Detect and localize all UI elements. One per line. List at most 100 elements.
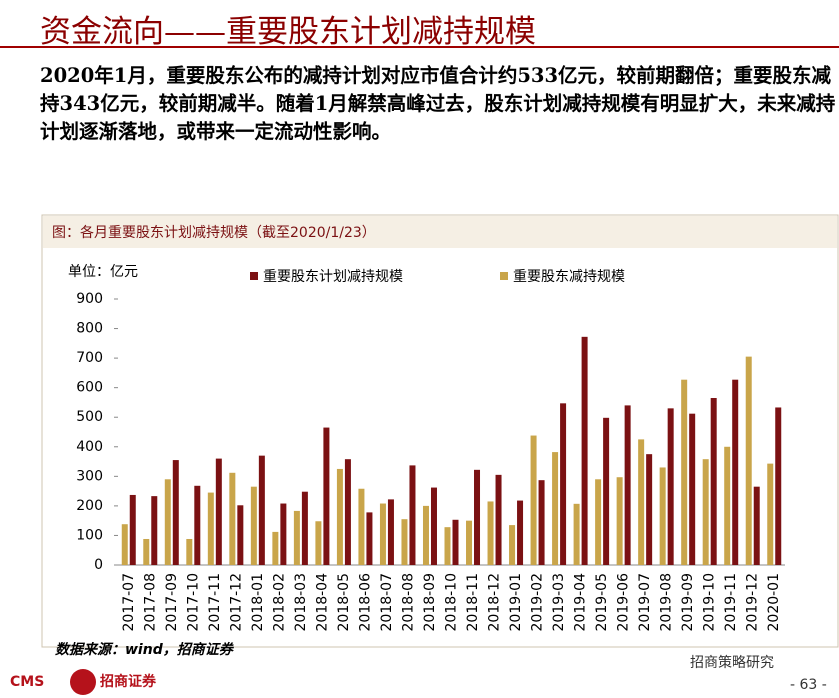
x-tick-label: 2018-09 [422,573,438,632]
bar [538,480,545,565]
x-tick-label: 2019-05 [594,573,610,632]
bar [775,407,782,565]
bar [237,505,244,565]
x-tick-label: 2019-11 [723,573,739,632]
bar [495,474,502,565]
bar [595,479,602,565]
x-tick-label: 2020-01 [766,573,782,632]
y-tick-label: 900 [76,291,103,307]
y-tick-label: 600 [76,380,103,396]
bar [430,487,437,565]
x-tick-label: 2019-09 [680,573,696,632]
paragraph: 2020年1月，重要股东公布的减持计划对应市值合计约533亿元，较前期翻倍；重要… [40,64,836,143]
logo-right: 招商证券 [100,673,157,690]
x-tick-label: 2017-08 [142,573,158,632]
bar [151,496,158,565]
bar [466,520,473,565]
bar [358,488,365,565]
x-tick-label: 2018-06 [357,573,373,632]
x-tick-label: 2017-12 [228,573,244,632]
logo-left: CMS [10,674,44,690]
x-tick-label: 2019-03 [551,573,567,632]
bar [452,519,459,565]
page-number: - 63 - [790,677,827,693]
x-tick-label: 2019-08 [659,573,675,632]
legend-label: 重要股东减持规模 [513,269,625,285]
x-tick-label: 2019-06 [616,573,632,632]
bar [258,455,265,565]
bar [280,503,287,565]
x-tick-label: 2018-12 [487,573,503,632]
legend-swatch [500,272,508,280]
legend-label: 重要股东计划减持规模 [263,269,403,285]
x-tick-label: 2019-01 [508,573,524,632]
slide-title: 资金流向——重要股东计划减持规模 [40,14,536,50]
bar [293,510,300,565]
bar [194,485,201,565]
x-tick-label: 2018-07 [379,573,395,632]
chart-title: 图：各月重要股东计划减持规模（截至2020/1/23） [52,225,376,241]
x-tick-label: 2018-05 [336,573,352,632]
bar [753,486,760,565]
y-tick-label: 0 [94,557,103,573]
x-tick-label: 2018-01 [250,573,266,632]
x-tick-label: 2019-07 [637,573,653,632]
chart-header [43,216,837,248]
chart-panel [41,214,839,648]
bar [474,469,481,565]
bar [581,336,588,565]
x-tick-label: 2017-10 [185,573,201,632]
bar [724,446,731,565]
bar [646,454,653,565]
y-axis-label: 单位：亿元 [68,264,138,280]
bar [710,398,717,565]
bar [509,525,516,565]
bar [344,459,351,565]
bar [366,512,373,565]
bar [164,479,171,565]
y-tick-label: 700 [76,350,103,366]
logo-icon [70,669,96,695]
y-tick-label: 100 [76,527,103,543]
bar [517,500,524,565]
bar [387,499,394,565]
bar [689,413,696,565]
x-tick-label: 2018-02 [271,573,287,632]
bar [207,492,214,565]
bar [624,405,631,565]
bar [422,505,429,565]
y-tick-label: 800 [76,321,103,337]
brand: 招商策略研究 [690,654,774,671]
bar [401,519,408,565]
bar [560,403,567,565]
bar [323,427,330,565]
x-tick-label: 2018-10 [444,573,460,632]
x-tick-label: 2019-02 [530,573,546,632]
bar [186,538,193,565]
bar [215,458,222,565]
bar [229,472,236,565]
x-tick-label: 2018-04 [314,573,330,632]
x-tick-label: 2017-09 [164,573,180,632]
bar [379,503,386,565]
x-tick-label: 2017-11 [207,573,223,632]
bar [530,435,537,565]
bar [172,460,179,565]
x-tick-label: 2017-07 [121,573,137,632]
bar [616,477,623,565]
bar [272,531,279,565]
bar [638,439,645,565]
x-tick-label: 2019-12 [745,573,761,632]
bar [667,408,674,565]
bar [767,463,774,565]
x-tick-label: 2018-08 [400,573,416,632]
bar [315,521,322,565]
y-tick-label: 400 [76,439,103,455]
title-rule [0,46,839,48]
x-tick-label: 2019-10 [702,573,718,632]
x-tick-label: 2018-03 [293,573,309,632]
bar [129,494,136,565]
x-tick-label: 2018-11 [465,573,481,632]
